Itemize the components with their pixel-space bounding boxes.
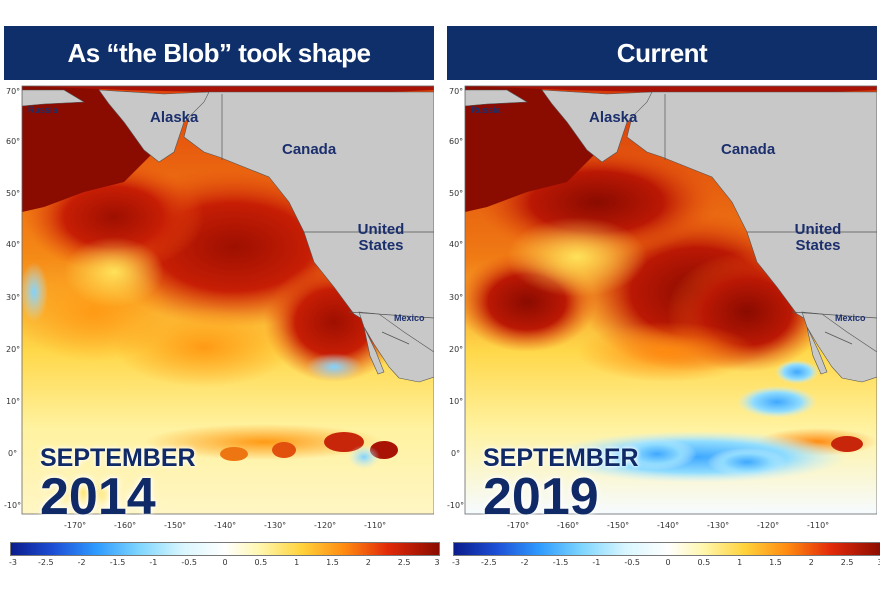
- lat-tick: 0°: [451, 449, 460, 458]
- panel-title: Current: [447, 26, 877, 80]
- date-year: 2019: [483, 468, 599, 526]
- lat-tick: -10°: [447, 501, 464, 510]
- lon-tick: -140°: [657, 521, 679, 530]
- colorbar-gradient: [453, 542, 880, 556]
- colorbar-tick: -2: [77, 558, 86, 567]
- date-year: 2014: [40, 468, 156, 526]
- lat-tick: 50°: [449, 189, 463, 198]
- latitude-ticks: 70° 60° 50° 40° 30° 20° 10° 0° -10°: [447, 87, 464, 510]
- lat-tick: 20°: [449, 345, 463, 354]
- date-month: SEPTEMBER: [483, 444, 639, 472]
- colorbar-tick: -1: [592, 558, 601, 567]
- colorbar-tick: 0.5: [254, 558, 268, 567]
- colorbar-tick: 2: [808, 558, 814, 567]
- lat-tick: -10°: [4, 501, 21, 510]
- lon-tick: -150°: [607, 521, 629, 530]
- label-united-states: United States: [357, 221, 405, 254]
- label-canada: Canada: [721, 141, 776, 158]
- lon-tick: -130°: [264, 521, 286, 530]
- lon-tick: -120°: [314, 521, 336, 530]
- lon-tick: -110°: [364, 521, 386, 530]
- sst-anomaly-map: 70° 60° 50° 40° 30° 20° 10° 0° -10° -170…: [4, 82, 434, 547]
- colorbar-tick: -2: [520, 558, 529, 567]
- lat-tick: 10°: [449, 397, 463, 406]
- colorbar-tick: 1.5: [769, 558, 782, 567]
- label-russia: Russia: [28, 105, 58, 115]
- lat-tick: 30°: [6, 293, 20, 302]
- colorbar: -3 -2.5 -2 -1.5 -1 -0.5 0 0.5 1 1.5 2 2.5 3: [447, 540, 880, 574]
- colorbar-tick: 1: [294, 558, 300, 567]
- label-canada: Canada: [282, 141, 337, 158]
- lon-tick: -150°: [164, 521, 186, 530]
- lon-tick: -130°: [707, 521, 729, 530]
- colorbar-tick: -0.5: [181, 558, 197, 567]
- colorbar-tick: -3: [9, 558, 17, 567]
- colorbar-tick: -2.5: [38, 558, 54, 567]
- colorbar-tick: -1: [149, 558, 158, 567]
- date-month: SEPTEMBER: [40, 444, 196, 472]
- colorbar: -3 -2.5 -2 -1.5 -1 -0.5 0 0.5 1 1.5 2 2.5 3: [4, 540, 440, 574]
- colorbar-tick: 2.5: [840, 558, 854, 567]
- panel-2019: Current: [447, 26, 877, 582]
- colorbar-tick: -1.5: [552, 558, 569, 567]
- lat-tick: 70°: [6, 87, 20, 96]
- lon-tick: -170°: [507, 521, 529, 530]
- lat-tick: 20°: [6, 345, 20, 354]
- longitude-ticks: -170° -160° -150° -140° -130° -120° -110…: [64, 521, 386, 530]
- label-mexico: Mexico: [394, 313, 425, 323]
- colorbar-tick: 3: [877, 558, 880, 567]
- lon-tick: -120°: [757, 521, 779, 530]
- lat-tick: 50°: [6, 189, 20, 198]
- label-united-states: United States: [794, 221, 842, 254]
- label-alaska: Alaska: [589, 109, 638, 126]
- colorbar-tick: 0.5: [697, 558, 711, 567]
- colorbar-gradient: [10, 542, 440, 556]
- colorbar-tick: -1.5: [109, 558, 126, 567]
- lat-tick: 10°: [6, 397, 20, 406]
- colorbar-tick: 3: [434, 558, 440, 567]
- panel-title: As “the Blob” took shape: [4, 26, 434, 80]
- colorbar-tick: 0: [665, 558, 671, 567]
- colorbar-ticks: -3 -2.5 -2 -1.5 -1 -0.5 0 0.5 1 1.5 2 2.5 3: [9, 558, 440, 570]
- map-svg: 70° 60° 50° 40° 30° 20° 10° 0° -10° -170…: [4, 85, 434, 530]
- lat-tick: 30°: [449, 293, 463, 302]
- label-mexico: Mexico: [835, 313, 866, 323]
- colorbar-tick: -2.5: [481, 558, 497, 567]
- label-russia: Russia: [471, 105, 501, 115]
- lat-tick: 60°: [449, 137, 463, 146]
- latitude-ticks: 70° 60° 50° 40° 30° 20° 10° 0° -10°: [4, 87, 21, 510]
- colorbar-tick: -3: [452, 558, 460, 567]
- lon-tick: -170°: [64, 521, 86, 530]
- longitude-ticks: -170° -160° -150° -140° -130° -120° -110…: [507, 521, 829, 530]
- colorbar-tick: 1: [737, 558, 743, 567]
- lon-tick: -160°: [114, 521, 136, 530]
- panel-2014: As “the Blob” took shape: [4, 26, 434, 582]
- colorbar-tick: 2.5: [397, 558, 411, 567]
- lat-tick: 0°: [8, 449, 17, 458]
- lat-tick: 60°: [6, 137, 20, 146]
- colorbar-tick: -0.5: [624, 558, 640, 567]
- colorbar-tick: 1.5: [326, 558, 339, 567]
- lon-tick: -160°: [557, 521, 579, 530]
- colorbar-tick: 2: [365, 558, 371, 567]
- colorbar-tick: 0: [222, 558, 228, 567]
- lat-tick: 70°: [449, 87, 463, 96]
- lat-tick: 40°: [6, 240, 20, 249]
- label-alaska: Alaska: [150, 109, 199, 126]
- colorbar-ticks: -3 -2.5 -2 -1.5 -1 -0.5 0 0.5 1 1.5 2 2.5 3: [452, 558, 880, 570]
- map-svg: 70° 60° 50° 40° 30° 20° 10° 0° -10° -170…: [447, 85, 877, 530]
- lon-tick: -140°: [214, 521, 236, 530]
- sst-anomaly-map: 70° 60° 50° 40° 30° 20° 10° 0° -10° -170…: [447, 82, 877, 547]
- lat-tick: 40°: [449, 240, 463, 249]
- lon-tick: -110°: [807, 521, 829, 530]
